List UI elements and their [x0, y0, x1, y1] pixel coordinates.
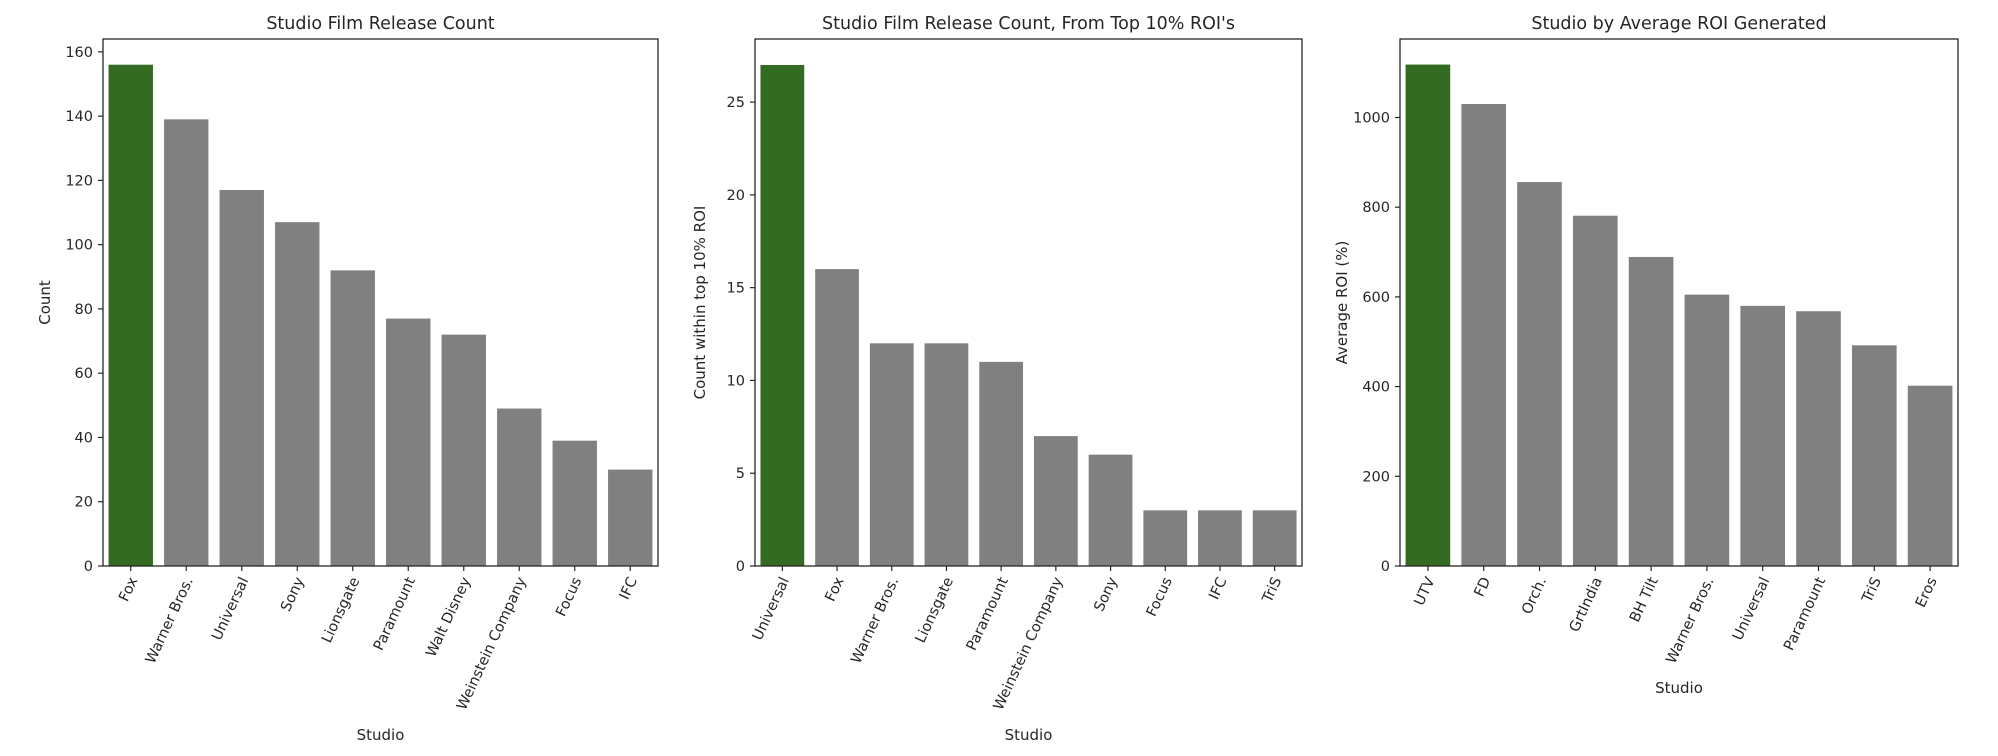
bar-eros: [1907, 385, 1953, 566]
x-tick-label: Universal: [209, 575, 252, 643]
x-tick-label: Paramount: [371, 575, 419, 654]
x-tick-label: TriS: [1259, 575, 1285, 606]
x-tick-label: Fox: [116, 575, 141, 605]
bar-tris: [1851, 345, 1897, 566]
bar-walt-disney: [441, 334, 486, 566]
x-tick-label: Universal: [750, 575, 793, 643]
y-tick-label: 0: [84, 559, 93, 575]
bar-fox: [108, 64, 153, 567]
x-axis-label: Studio: [1655, 679, 1703, 697]
x-tick-label: GrtIndia: [1567, 575, 1606, 635]
chart-title: Studio Film Release Count, From Top 10% …: [822, 14, 1235, 34]
bar-orch: [1517, 182, 1562, 566]
x-tick-label: BH Tilt: [1627, 575, 1662, 625]
bar-weinstein-company: [1033, 436, 1078, 566]
y-tick-label: 80: [75, 302, 93, 318]
y-tick-label: 10: [727, 373, 745, 389]
x-tick-label: Walt Disney: [424, 575, 475, 660]
bar-grtindia: [1572, 215, 1618, 566]
y-tick-label: 25: [727, 95, 745, 111]
y-tick-label: 120: [65, 173, 93, 189]
bar-warner-bros: [1684, 294, 1730, 566]
x-tick-label: Warner Bros.: [143, 575, 197, 666]
y-tick-label: 800: [1362, 200, 1390, 216]
bar-warner-bros: [869, 343, 914, 566]
bar-tris: [1252, 510, 1297, 566]
x-axis-label: Studio: [1005, 726, 1053, 744]
bar-fox: [815, 269, 859, 566]
bar-sony: [1088, 454, 1133, 566]
x-tick-label: IFC: [1206, 575, 1230, 602]
chart-title: Studio Film Release Count: [266, 14, 494, 34]
y-tick-label: 1000: [1353, 110, 1390, 126]
y-tick-label: 200: [1362, 469, 1390, 485]
x-tick-label: UTV: [1412, 575, 1439, 608]
y-tick-label: 0: [736, 559, 745, 575]
bar-focus: [1143, 510, 1188, 566]
y-tick-label: 20: [75, 495, 93, 511]
x-tick-label: Universal: [1730, 575, 1773, 643]
x-tick-label: Warner Bros.: [1664, 575, 1718, 666]
bar-bh-tilt: [1628, 256, 1674, 566]
x-tick-label: Focus: [1144, 575, 1176, 619]
y-tick-label: 40: [75, 430, 93, 446]
bar-ifc: [608, 469, 653, 566]
x-tick-label: Paramount: [964, 575, 1012, 654]
x-tick-label: Lionsgate: [913, 575, 957, 646]
bar-lionsgate: [330, 270, 375, 566]
y-tick-label: 20: [727, 188, 745, 204]
bar-universal: [760, 64, 805, 566]
x-tick-label: Eros: [1913, 575, 1941, 610]
bar-ifc: [1198, 510, 1242, 566]
x-tick-label: Focus: [553, 575, 585, 619]
y-tick-label: 160: [65, 45, 93, 61]
x-tick-label: Orch.: [1519, 575, 1550, 617]
y-tick-label: 140: [65, 109, 93, 125]
y-axis-label: Average ROI (%): [1333, 241, 1351, 365]
plot-frame: [754, 38, 1303, 567]
bar-universal: [1740, 305, 1786, 566]
y-axis-label: Count within top 10% ROI: [691, 206, 709, 400]
y-tick-label: 15: [727, 281, 745, 297]
x-tick-label: Paramount: [1781, 575, 1829, 654]
bar-lionsgate: [924, 343, 969, 566]
y-tick-label: 400: [1362, 380, 1390, 396]
y-axis-label: Count: [36, 280, 54, 325]
x-tick-label: FD: [1472, 575, 1495, 599]
y-tick-label: 5: [736, 466, 745, 482]
bar-paramount: [979, 361, 1024, 566]
bar-weinstein-company: [497, 408, 542, 566]
bar-paramount: [1796, 311, 1841, 566]
x-tick-label: TriS: [1859, 575, 1885, 606]
x-axis-label: Studio: [357, 726, 405, 744]
x-tick-label: Fox: [823, 575, 848, 605]
bar-sony: [275, 222, 320, 566]
x-tick-label: Warner Bros.: [848, 575, 902, 666]
bar-universal: [219, 190, 264, 566]
chart-title: Studio by Average ROI Generated: [1531, 14, 1826, 34]
bar-warner-bros: [164, 119, 209, 566]
bar-paramount: [386, 318, 431, 566]
plot-frame: [102, 38, 659, 567]
y-tick-label: 0: [1381, 559, 1390, 575]
y-tick-label: 600: [1362, 290, 1390, 306]
y-tick-label: 100: [65, 238, 93, 254]
bar-utv: [1405, 64, 1451, 566]
bar-focus: [552, 440, 597, 566]
bar-fd: [1461, 104, 1507, 566]
x-tick-label: Lionsgate: [319, 575, 363, 646]
plot-frame: [1399, 38, 1959, 567]
x-tick-label: Sony: [278, 575, 308, 615]
x-tick-label: Sony: [1092, 575, 1122, 615]
y-tick-label: 60: [75, 366, 93, 382]
x-tick-label: IFC: [617, 575, 641, 602]
